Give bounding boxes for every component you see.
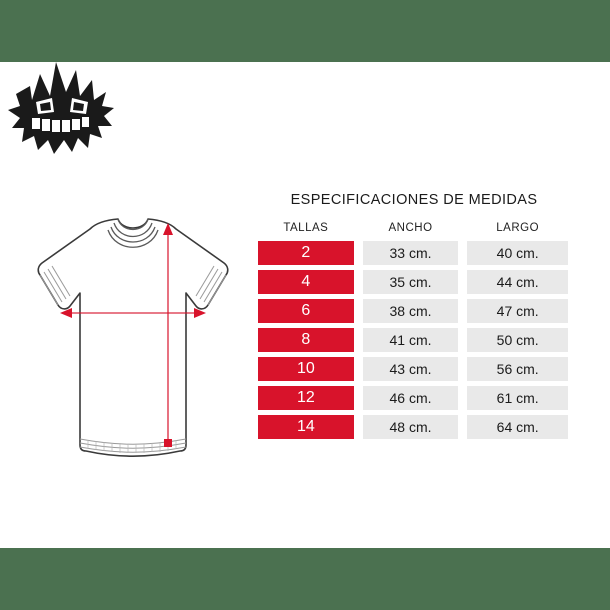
cell-size: 2 (258, 241, 354, 265)
cell-ancho: 46 cm. (362, 386, 459, 410)
cell-ancho: 38 cm. (362, 299, 459, 323)
table-row: 12 46 cm. 61 cm. (258, 386, 568, 410)
column-header-largo: LARGO (496, 222, 540, 234)
gengar-ghost-logo (8, 62, 114, 154)
cell-ancho: 43 cm. (362, 357, 459, 381)
cell-largo: 56 cm. (467, 357, 568, 381)
tshirt-measurement-diagram (37, 218, 229, 458)
cell-largo: 40 cm. (467, 241, 568, 265)
width-measure-arrow (60, 308, 206, 318)
cell-size: 6 (258, 299, 354, 323)
letterbox-band-bottom (0, 548, 610, 610)
cell-size: 8 (258, 328, 354, 352)
cell-size: 14 (258, 415, 354, 439)
length-measure-arrow (163, 223, 173, 447)
cell-largo: 64 cm. (467, 415, 568, 439)
cell-largo: 44 cm. (467, 270, 568, 294)
table-row: 14 48 cm. 64 cm. (258, 415, 568, 439)
cell-ancho: 48 cm. (362, 415, 459, 439)
cell-largo: 47 cm. (467, 299, 568, 323)
cell-ancho: 33 cm. (362, 241, 459, 265)
cell-size: 10 (258, 357, 354, 381)
column-header-ancho: ANCHO (388, 222, 433, 234)
table-row: 8 41 cm. 50 cm. (258, 328, 568, 352)
chart-title: ESPECIFICACIONES DE MEDIDAS (290, 192, 538, 208)
measurement-table: ESPECIFICACIONES DE MEDIDAS TALLAS ANCHO… (258, 192, 568, 444)
cell-ancho: 41 cm. (362, 328, 459, 352)
chart-canvas: ESPECIFICACIONES DE MEDIDAS TALLAS ANCHO… (0, 62, 610, 548)
cell-size: 12 (258, 386, 354, 410)
letterbox-band-top (0, 0, 610, 62)
cell-size: 4 (258, 270, 354, 294)
table-row: 10 43 cm. 56 cm. (258, 357, 568, 381)
table-row: 4 35 cm. 44 cm. (258, 270, 568, 294)
table-row: 2 33 cm. 40 cm. (258, 241, 568, 265)
table-header-row: TALLAS ANCHO LARGO (258, 222, 568, 234)
column-header-tallas: TALLAS (283, 222, 329, 234)
cell-ancho: 35 cm. (362, 270, 459, 294)
cell-largo: 50 cm. (467, 328, 568, 352)
cell-largo: 61 cm. (467, 386, 568, 410)
table-row: 6 38 cm. 47 cm. (258, 299, 568, 323)
